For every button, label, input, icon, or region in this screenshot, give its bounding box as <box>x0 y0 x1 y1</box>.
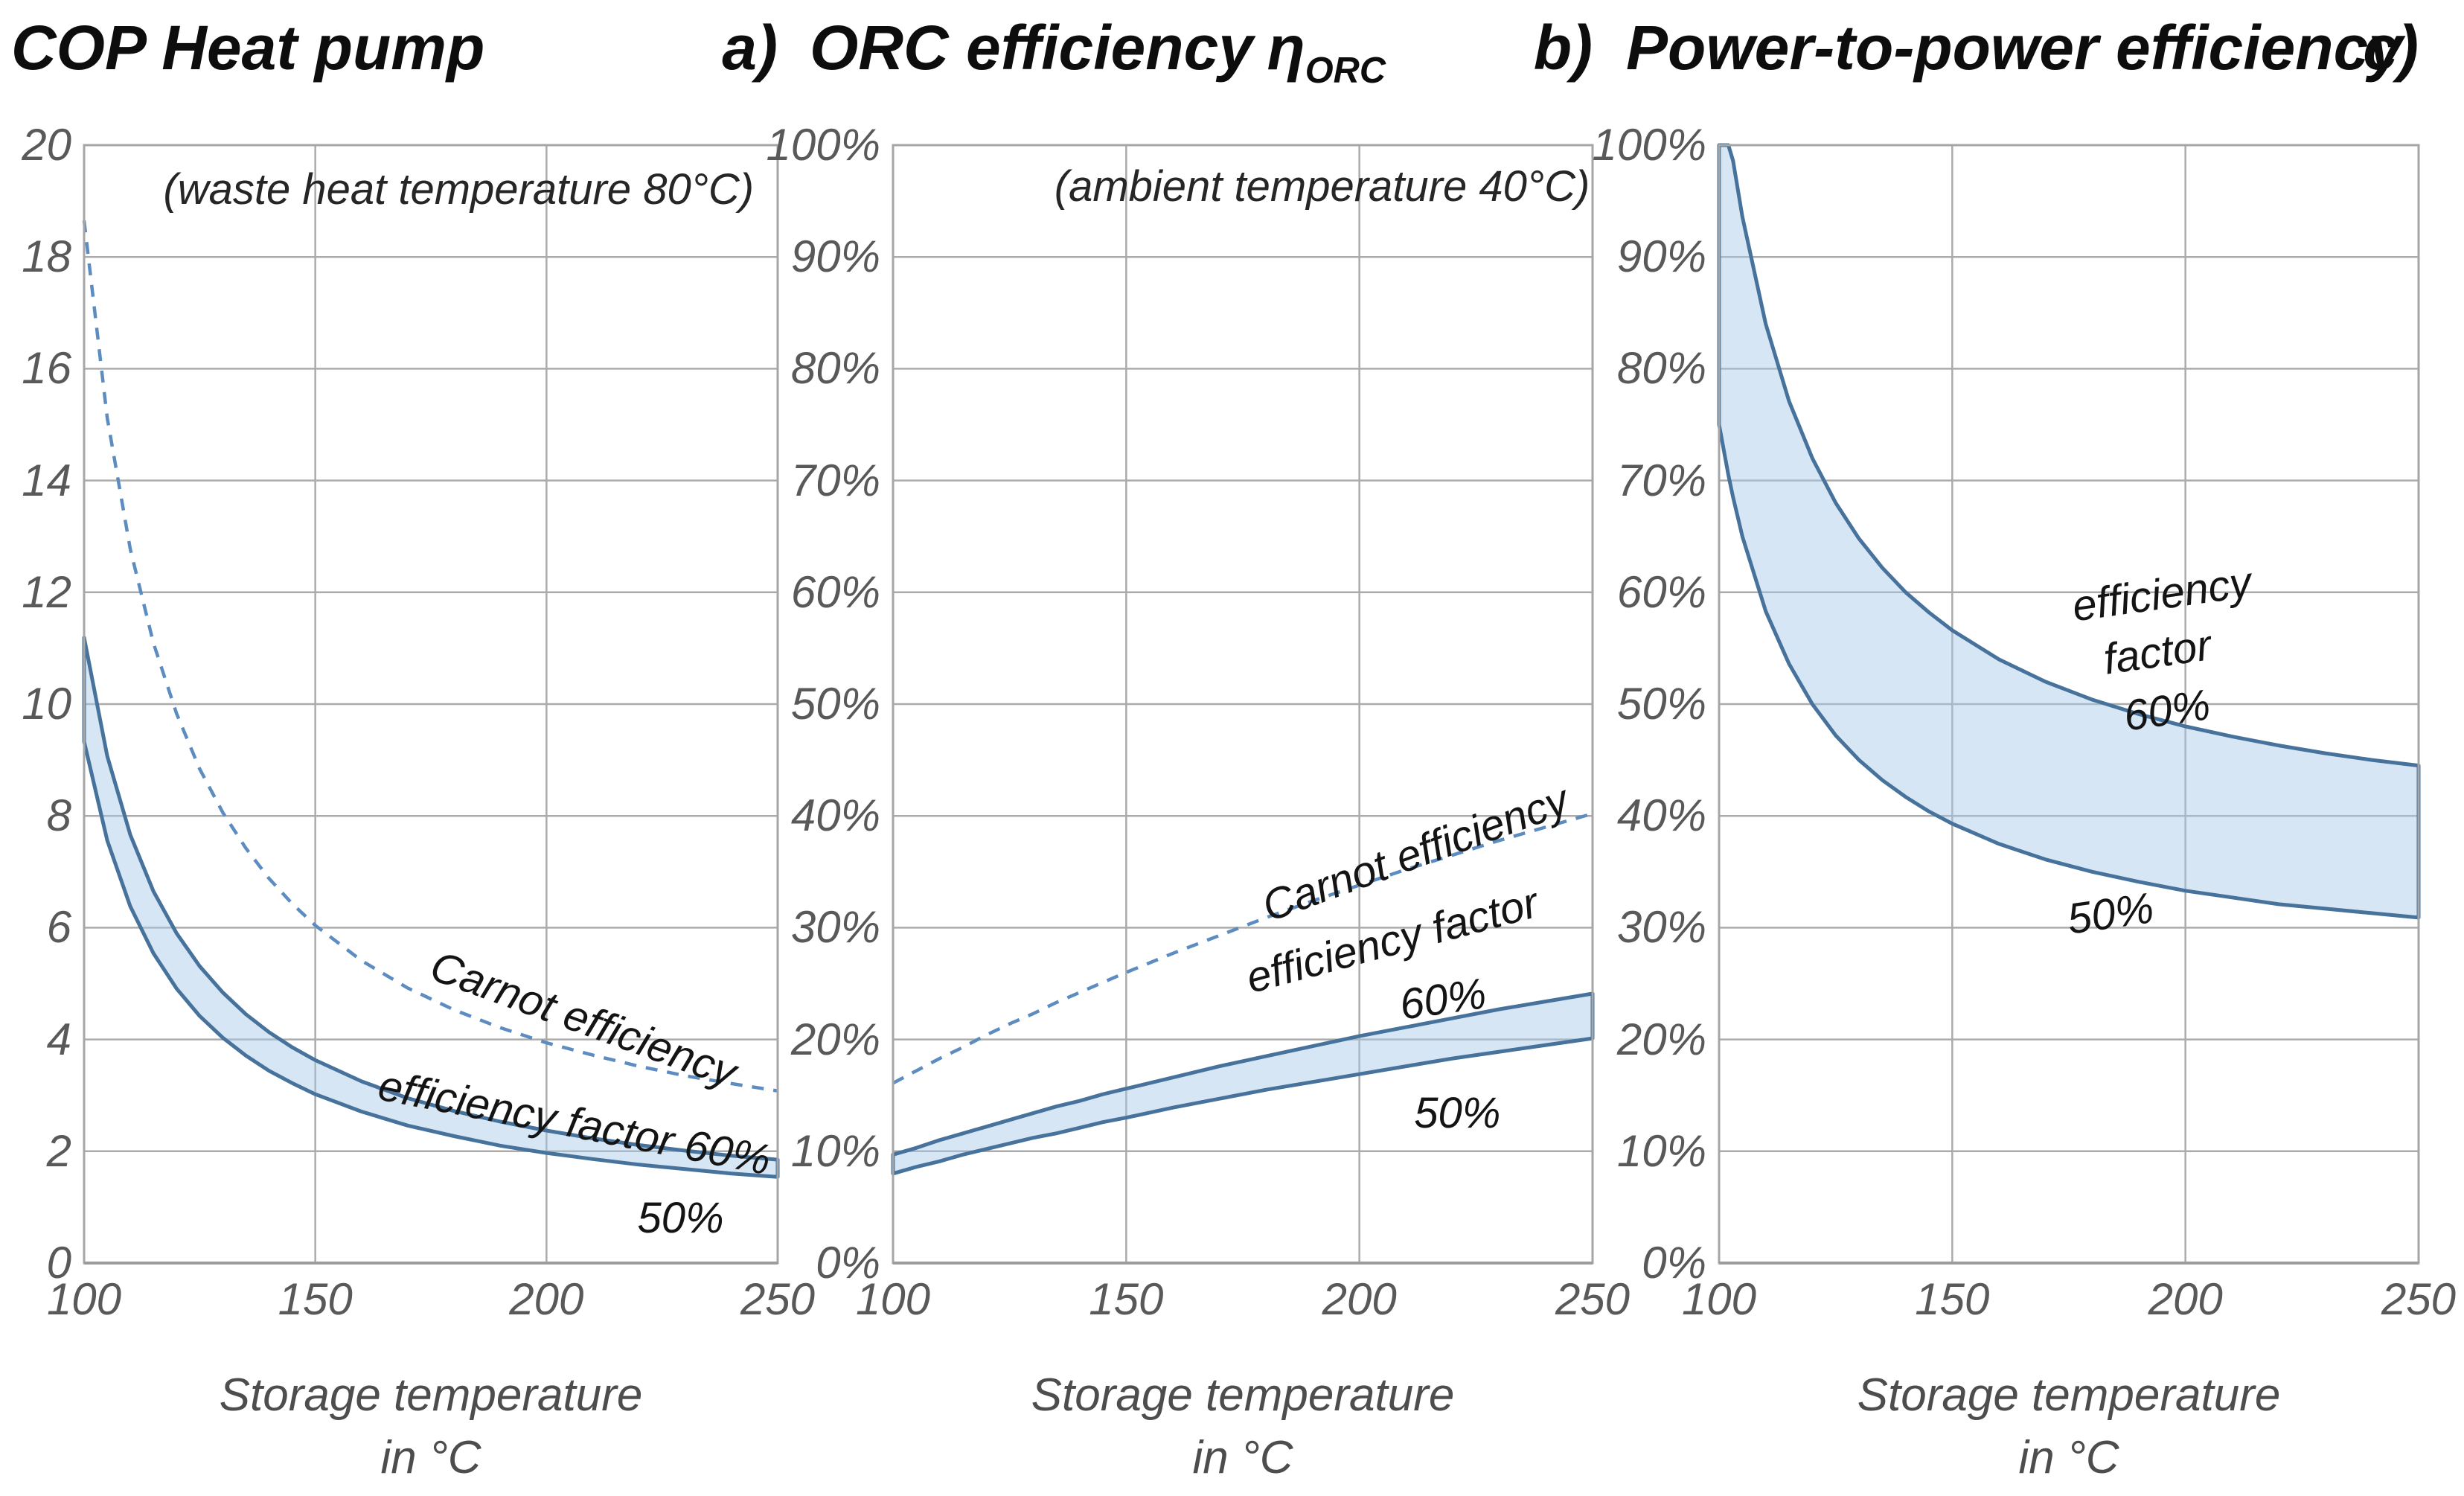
y-tick-label: 4 <box>46 1014 71 1064</box>
y-tick-label: 50% <box>790 679 880 729</box>
y-tick-label: 10 <box>22 679 71 729</box>
y-tick-label: 30% <box>1616 902 1706 953</box>
y-tick-label: 20 <box>22 120 71 170</box>
x-tick-label: 150 <box>1089 1274 1164 1324</box>
x-tick-label: 250 <box>2381 1274 2457 1324</box>
y-tick-label: 50% <box>1616 679 1706 729</box>
x-axis-title-units: in °C <box>1192 1432 1293 1483</box>
y-tick-label: 2 <box>46 1125 71 1176</box>
y-tick-label: 100% <box>1592 120 1706 170</box>
chart-b-title-text: ORC efficiency <box>810 13 1253 83</box>
y-tick-label: 0 <box>46 1238 71 1288</box>
x-tick-label: 250 <box>740 1274 816 1324</box>
efficiency-factor-band <box>1717 143 2421 920</box>
chart-note: (ambient temperature 40°C) <box>1054 162 1590 211</box>
panel-label-a: a) <box>722 13 778 83</box>
curve-label: 50% <box>637 1193 724 1242</box>
carnot-efficiency-line <box>82 220 778 1093</box>
panel-label-c: c) <box>2363 13 2419 83</box>
efficiency-factor-band <box>891 991 1595 1176</box>
x-tick-label: 200 <box>509 1274 584 1324</box>
y-tick-label: 40% <box>1616 790 1706 841</box>
x-tick-label: 100 <box>855 1274 931 1324</box>
y-tick-label: 20% <box>790 1014 880 1064</box>
x-axis-title-units: in °C <box>380 1432 481 1483</box>
x-tick-label: 200 <box>1322 1274 1397 1324</box>
x-axis-title: Storage temperature <box>1857 1369 2281 1421</box>
y-tick-label: 16 <box>22 343 71 394</box>
y-tick-label: 100% <box>766 120 880 170</box>
y-tick-label: 90% <box>790 231 880 282</box>
y-tick-label: 60% <box>790 566 880 617</box>
y-tick-label: 70% <box>790 455 880 505</box>
y-tick-label: 18 <box>22 231 71 282</box>
y-tick-label: 80% <box>790 343 880 394</box>
x-tick-label: 150 <box>278 1274 353 1324</box>
y-tick-label: 80% <box>1616 343 1706 394</box>
y-tick-label: 14 <box>22 455 71 505</box>
eta-symbol: η <box>1267 13 1305 83</box>
y-tick-label: 30% <box>790 902 880 953</box>
y-tick-label: 70% <box>1616 455 1706 505</box>
x-axis-title: Storage temperature <box>1031 1369 1455 1421</box>
y-tick-label: 10% <box>1616 1125 1706 1176</box>
chart-b-title: ORC efficiency ηORC <box>810 12 1386 92</box>
y-tick-label: 60% <box>1616 566 1706 617</box>
x-tick-label: 200 <box>2148 1274 2223 1324</box>
y-tick-label: 0% <box>1642 1238 1706 1288</box>
x-tick-label: 250 <box>1555 1274 1631 1324</box>
y-tick-label: 10% <box>790 1125 880 1176</box>
x-axis-title-units: in °C <box>2018 1432 2119 1483</box>
carnot-efficiency-line <box>892 812 1593 1085</box>
x-tick-label: 100 <box>46 1274 122 1324</box>
curve-label: 50% <box>1414 1088 1501 1137</box>
chart-c-title: Power-to-power efficiency <box>1626 13 2404 83</box>
y-tick-label: 40% <box>790 790 880 841</box>
y-tick-label: 20% <box>1616 1014 1706 1064</box>
y-tick-label: 90% <box>1616 231 1706 282</box>
chart-a-title: COP Heat pump <box>11 13 485 83</box>
panel-label-b: b) <box>1533 13 1593 83</box>
y-tick-label: 0% <box>816 1238 880 1288</box>
chart-note: (waste heat temperature 80°C) <box>163 165 755 214</box>
x-tick-label: 150 <box>1915 1274 1990 1324</box>
y-tick-label: 12 <box>22 566 71 617</box>
y-tick-label: 6 <box>46 902 71 953</box>
eta-subscript: ORC <box>1305 50 1386 91</box>
y-tick-label: 8 <box>46 790 71 841</box>
x-tick-label: 100 <box>1681 1274 1757 1324</box>
x-axis-title: Storage temperature <box>219 1369 643 1421</box>
